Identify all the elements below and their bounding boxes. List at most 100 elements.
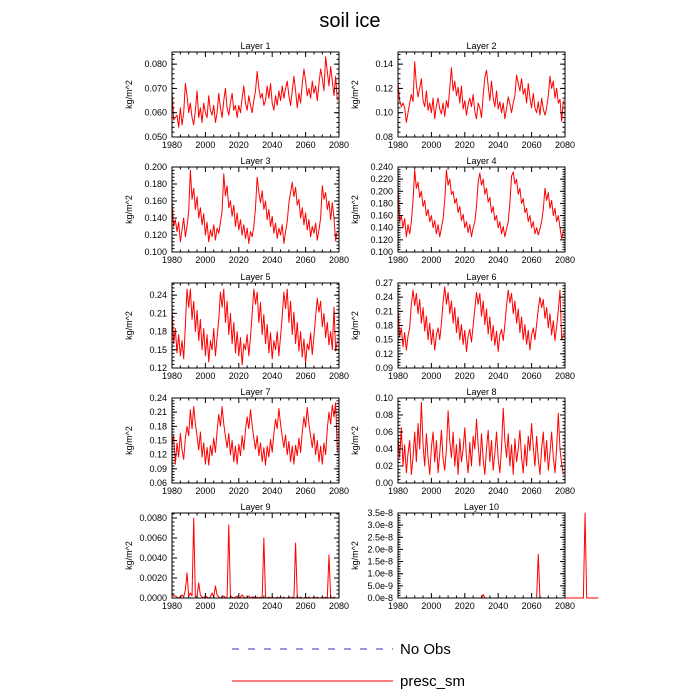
y-axis-label: kg/m^2: [124, 311, 134, 340]
x-tick-label: 2040: [262, 371, 282, 381]
panel-layer-4: Layer 4 1980 2000 2020 2040 2060 2080 0.100 0.12…: [350, 156, 575, 265]
y-tick-label: 0.0060: [139, 533, 167, 543]
x-tick-label: 2060: [296, 255, 316, 265]
x-tick-label: 2040: [488, 486, 508, 496]
y-tick-label: 0.08: [375, 410, 393, 420]
panel-layer-6: Layer 6 1980 2000 2020 2040 2060 2080 0.09 0.12 0…: [350, 272, 575, 381]
y-tick-label: 0.15: [149, 436, 167, 446]
x-tick-label: 2040: [262, 486, 282, 496]
x-tick-label: 2080: [329, 486, 349, 496]
y-tick-label: 0.12: [375, 349, 393, 359]
x-tick-label: 1980: [388, 601, 408, 611]
panel-layer-7: Layer 7 1980 2000 2020 2040 2060 2080 0.06 0.09 0…: [124, 387, 349, 496]
y-tick-label: 0.0020: [139, 573, 167, 583]
x-tick-label: 2020: [455, 486, 475, 496]
y-tick-label: 0.21: [375, 306, 393, 316]
x-tick-label: 2040: [262, 601, 282, 611]
x-tick-label: 2080: [555, 371, 575, 381]
y-axis-label: kg/m^2: [350, 541, 360, 570]
panel-title: Layer 1: [240, 41, 270, 51]
x-tick-label: 2000: [421, 255, 441, 265]
x-tick-label: 2020: [229, 140, 249, 150]
x-tick-label: 2060: [522, 371, 542, 381]
x-tick-label: 1980: [162, 371, 182, 381]
x-tick-label: 2020: [229, 371, 249, 381]
x-tick-label: 2080: [555, 140, 575, 150]
y-tick-label: 0.070: [144, 83, 167, 93]
y-axis-label: kg/m^2: [124, 80, 134, 109]
plot-frame: [171, 512, 340, 599]
x-tick-label: 2080: [555, 255, 575, 265]
y-tick-label: 0.06: [149, 478, 167, 488]
x-tick-label: 2040: [488, 371, 508, 381]
series-line-presc-sm: [398, 512, 599, 599]
panel-layer-3: Layer 3 1980 2000 2020 2040 2060 2080 0.100 0.12…: [124, 156, 349, 265]
x-tick-label: 2040: [262, 255, 282, 265]
panel-layer-10: Layer 10 1980 2000 2020 2040 2060 2080 0.0e-8 5.…: [350, 502, 599, 611]
y-tick-label: 0.0000: [139, 593, 167, 603]
x-tick-label: 2020: [455, 601, 475, 611]
y-axis-label: kg/m^2: [350, 80, 360, 109]
panels-group: Layer 1 1980 2000 2020 2040 2060 2080 0.050 0.06…: [124, 41, 599, 611]
y-tick-label: 0.160: [370, 211, 393, 221]
series-line-presc-sm: [397, 401, 564, 475]
plot-frame: [171, 397, 340, 484]
x-tick-label: 2080: [555, 601, 575, 611]
x-tick-label: 2040: [262, 140, 282, 150]
y-tick-label: 0.160: [144, 196, 167, 206]
x-tick-label: 2060: [296, 486, 316, 496]
x-tick-label: 2000: [421, 371, 441, 381]
panel-title: Layer 3: [240, 156, 270, 166]
plot-frame: [171, 282, 340, 369]
y-tick-label: 0.220: [370, 174, 393, 184]
x-tick-label: 1980: [388, 371, 408, 381]
y-tick-label: 0.120: [144, 230, 167, 240]
y-tick-label: 0.200: [144, 162, 167, 172]
x-tick-label: 2060: [296, 601, 316, 611]
y-tick-label: 0.12: [149, 450, 167, 460]
x-tick-label: 2000: [421, 140, 441, 150]
y-tick-label: 0.18: [375, 321, 393, 331]
y-tick-label: 0.18: [149, 421, 167, 431]
x-tick-label: 1980: [162, 140, 182, 150]
plot-frame: [397, 166, 566, 253]
y-tick-label: 0.24: [375, 292, 393, 302]
y-tick-label: 0.15: [149, 345, 167, 355]
y-axis-label: kg/m^2: [124, 541, 134, 570]
y-tick-label: 0.0080: [139, 513, 167, 523]
x-tick-label: 1980: [388, 140, 408, 150]
y-tick-label: 0.050: [144, 132, 167, 142]
x-tick-label: 2000: [195, 486, 215, 496]
y-tick-label: 0.04: [375, 444, 393, 454]
x-tick-label: 2060: [522, 140, 542, 150]
legend-label-no-obs: No Obs: [400, 641, 451, 658]
series-line-presc-sm: [171, 402, 338, 466]
x-tick-label: 2060: [522, 601, 542, 611]
y-tick-label: 5.0e-9: [367, 581, 393, 591]
y-tick-label: 2.0e-8: [367, 544, 393, 554]
y-tick-label: 0.140: [370, 223, 393, 233]
y-tick-label: 0.10: [375, 393, 393, 403]
y-tick-label: 3.0e-8: [367, 520, 393, 530]
y-tick-label: 0.09: [375, 363, 393, 373]
x-tick-label: 2080: [329, 140, 349, 150]
x-tick-label: 2020: [455, 140, 475, 150]
y-tick-label: 0.27: [375, 278, 393, 288]
y-tick-label: 0.180: [370, 198, 393, 208]
y-tick-label: 0.08: [375, 132, 393, 142]
y-tick-label: 0.18: [149, 327, 167, 337]
panel-title: Layer 4: [466, 156, 496, 166]
y-tick-label: 0.21: [149, 308, 167, 318]
y-tick-label: 0.240: [370, 162, 393, 172]
x-tick-label: 2060: [296, 140, 316, 150]
y-axis-label: kg/m^2: [124, 426, 134, 455]
panel-layer-8: Layer 8 1980 2000 2020 2040 2060 2080 0.00 0.02 0…: [350, 387, 575, 496]
y-tick-label: 0.06: [375, 427, 393, 437]
y-tick-label: 0.12: [149, 363, 167, 373]
panel-layer-9: Layer 9 1980 2000 2020 2040 2060 2080 0.0000 0.0…: [124, 502, 349, 611]
series-line-presc-sm: [397, 61, 564, 123]
y-tick-label: 0.21: [149, 407, 167, 417]
series-line-presc-sm: [397, 169, 564, 240]
series-line-presc-sm: [397, 286, 564, 352]
y-tick-label: 0.24: [149, 393, 167, 403]
